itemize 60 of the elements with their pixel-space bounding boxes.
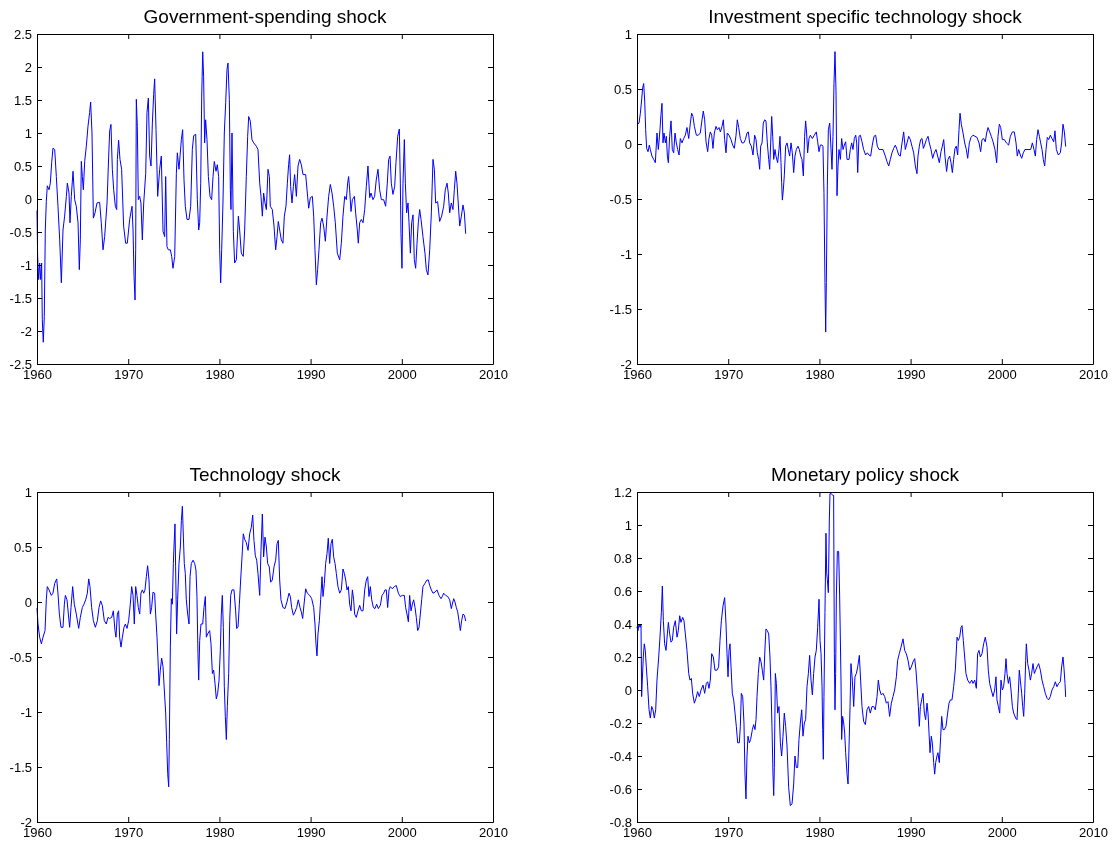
x-tick-label: 1990 (896, 825, 926, 841)
x-tick-label: 2010 (479, 825, 508, 841)
x-tick-label: 1970 (714, 367, 744, 383)
y-tick-label: 1.2 (613, 484, 632, 500)
y-tick-label: 0.8 (613, 550, 632, 566)
y-tick-label: -1 (20, 257, 32, 273)
y-tick-label: 1 (24, 484, 32, 500)
x-tick-label: 1970 (114, 825, 144, 841)
y-tick-label: 1 (624, 517, 632, 533)
y-tick-label: -0.6 (609, 781, 632, 797)
line-series (636, 493, 1067, 806)
y-tick-label: 0.6 (613, 583, 632, 599)
x-tick-label: 1980 (805, 825, 835, 841)
x-tick-label: 2010 (1079, 825, 1108, 841)
y-tick-label: -2 (20, 323, 32, 339)
x-tick-label: 1990 (296, 367, 326, 383)
x-tick-label: 2000 (987, 825, 1017, 841)
x-tick-label: 1980 (205, 367, 235, 383)
y-tick-label: 0.5 (13, 539, 32, 555)
y-tick-label: 0.5 (13, 158, 32, 174)
x-tick-label: 1980 (205, 825, 235, 841)
y-tick-label: 1 (24, 125, 32, 141)
y-tick-label: -0.5 (609, 191, 632, 207)
x-tick-label: 2010 (1079, 367, 1108, 383)
y-tick-label: 2 (24, 59, 32, 75)
y-tick-label: -0.4 (609, 748, 632, 764)
chart-title: Technology shock (189, 464, 342, 485)
chart-title: Monetary policy shock (771, 464, 960, 485)
y-tick-label: 0 (24, 191, 32, 207)
y-tick-label: 0.2 (613, 649, 632, 665)
x-tick-label: 1980 (805, 367, 835, 383)
y-tick-label: -1.5 (609, 301, 632, 317)
x-tick-label: 1990 (896, 367, 926, 383)
line-series (637, 51, 1067, 333)
y-tick-label: -1 (620, 246, 632, 262)
y-tick-label: 0 (24, 594, 32, 610)
y-tick-label: -1.5 (9, 759, 32, 775)
x-tick-label: 2000 (387, 825, 417, 841)
y-tick-label: -0.5 (9, 224, 32, 240)
chart-title: Investment specific technology shock (708, 6, 1023, 27)
y-tick-label: 0 (624, 682, 632, 698)
line-series (36, 51, 467, 343)
x-tick-label: 1970 (114, 367, 144, 383)
y-tick-label: 2.5 (13, 26, 32, 42)
y-tick-label: -0.5 (9, 649, 32, 665)
y-tick-label: -1.5 (9, 290, 32, 306)
chart-title: Government-spending shock (143, 6, 387, 27)
y-tick-label: -1 (20, 704, 32, 720)
x-tick-label: 1990 (296, 825, 326, 841)
x-tick-label: 2000 (987, 367, 1017, 383)
y-tick-label: 0.4 (613, 616, 632, 632)
x-tick-label: 2010 (479, 367, 508, 383)
y-tick-label: 1.5 (13, 92, 32, 108)
x-tick-label: 1970 (714, 825, 744, 841)
x-tick-label: 2000 (387, 367, 417, 383)
y-tick-label: 0.5 (613, 81, 632, 97)
y-tick-label: 1 (624, 26, 632, 42)
y-tick-label: -0.2 (609, 715, 632, 731)
y-tick-label: 0 (624, 136, 632, 152)
line-series (36, 505, 467, 788)
